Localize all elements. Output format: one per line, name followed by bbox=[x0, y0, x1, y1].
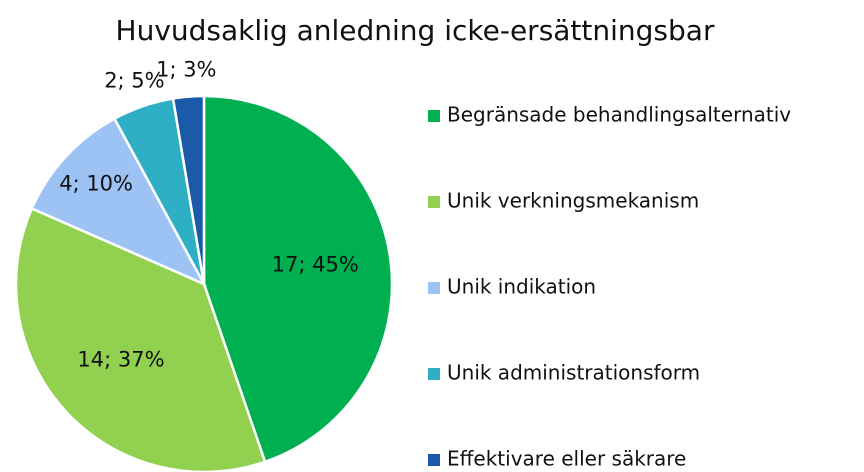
pie-slice bbox=[202, 94, 394, 464]
legend-swatch bbox=[428, 368, 440, 380]
legend-swatch bbox=[428, 282, 440, 294]
legend-label: Unik indikation bbox=[447, 275, 596, 299]
data-label: 17; 45% bbox=[272, 252, 359, 276]
data-label: 2; 5% bbox=[104, 68, 164, 92]
pie-slice bbox=[30, 116, 207, 287]
legend-swatch bbox=[428, 110, 440, 122]
data-label: 1; 3% bbox=[156, 57, 216, 81]
chart-title: Huvudsaklig anledning icke-ersättningsba… bbox=[116, 14, 715, 47]
legend-swatch bbox=[428, 454, 440, 466]
legend-label: Unik administrationsform bbox=[447, 361, 700, 385]
legend-swatch bbox=[428, 196, 440, 208]
legend-label: Begränsade behandlingsalternativ bbox=[447, 103, 791, 127]
pie-slice bbox=[171, 94, 206, 285]
data-label: 4; 10% bbox=[59, 172, 133, 196]
legend-label: Effektivare eller säkrare bbox=[447, 447, 686, 471]
legend-label: Unik verkningsmekanism bbox=[447, 189, 699, 213]
data-label: 14; 37% bbox=[77, 347, 164, 371]
